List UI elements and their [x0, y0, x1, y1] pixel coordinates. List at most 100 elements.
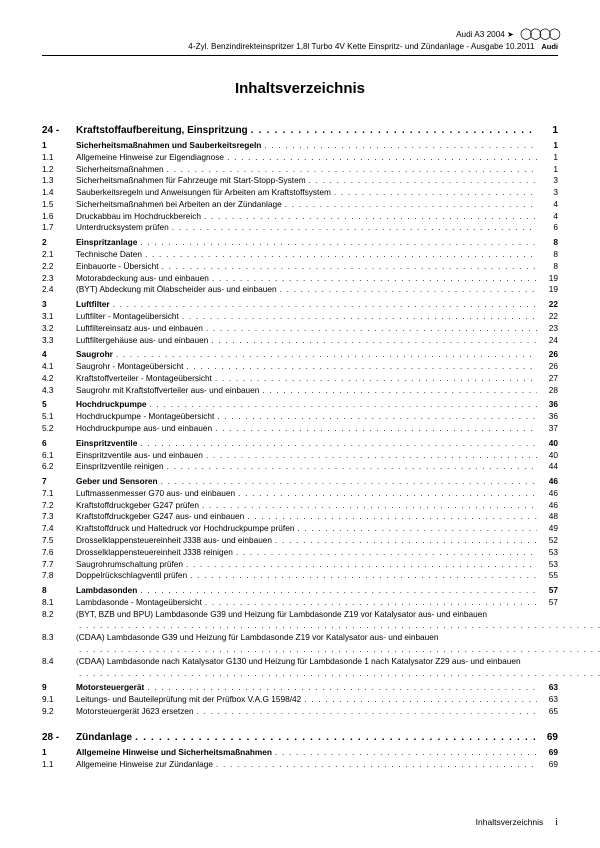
page-footer: Inhaltsverzeichnis i	[476, 817, 558, 828]
toc-row: 1.5Sicherheitsmaßnahmen bei Arbeiten an …	[42, 199, 558, 211]
leader-dots: . . . . . . . . . . . . . . . . . . . . …	[297, 523, 537, 535]
toc-row: 1Sicherheitsmaßnahmen und Sauberkeitsreg…	[42, 140, 558, 152]
toc-row: 7.2Kraftstoffdruckgeber G247 prüfen . . …	[42, 500, 558, 512]
entry-label: Luftmassenmesser G70 aus- und einbauen	[76, 488, 235, 500]
entry-number: 3.2	[42, 323, 76, 335]
entry-page: 46	[540, 500, 558, 512]
entry-label: Saugrohr mit Kraftstoffverteiler aus- un…	[76, 385, 259, 397]
entry-number: 4.3	[42, 385, 76, 397]
leader-dots: . . . . . . . . . . . . . . . . . . . . …	[238, 488, 537, 500]
entry-number: 2.3	[42, 273, 76, 285]
leader-dots: . . . . . . . . . . . . . . . . . . . . …	[167, 164, 537, 176]
entry-label: (CDAA) Lambdasonde G39 und Heizung für L…	[76, 632, 600, 656]
entry-page: 4	[540, 211, 558, 223]
entry-page: 24	[540, 335, 558, 347]
entry-number: 1	[42, 140, 76, 152]
leader-dots: . . . . . . . . . . . . . . . . . . . . …	[186, 361, 537, 373]
entry-label: Hochdruckpumpe	[76, 399, 147, 411]
entry-number: 4.2	[42, 373, 76, 385]
toc-row: 6.1Einspritzventile aus- und einbauen . …	[42, 450, 558, 462]
leader-dots: . . . . . . . . . . . . . . . . . . . . …	[205, 597, 537, 609]
entry-page: 65	[540, 706, 558, 718]
entry-page: 57	[540, 597, 558, 609]
toc-row: 2.3Motorabdeckung aus- und einbauen . . …	[42, 273, 558, 285]
entry-number: 5	[42, 399, 76, 411]
entry-number: 2.1	[42, 249, 76, 261]
chapter-label: Kraftstoffaufbereitung, Einspritzung	[76, 125, 248, 136]
leader-dots: . . . . . . . . . . . . . . . . . . . . …	[140, 237, 537, 249]
entry-number: 1.6	[42, 211, 76, 223]
leader-dots: . . . . . . . . . . . . . . . . . . . . …	[334, 187, 537, 199]
entry-label: Lambdasonde - Montageübersicht	[76, 597, 202, 609]
entry-number: 5.1	[42, 411, 76, 423]
leader-dots: . . . . . . . . . . . . . . . . . . . . …	[216, 759, 537, 771]
toc-row: 3Luftfilter . . . . . . . . . . . . . . …	[42, 299, 558, 311]
entry-number: 6	[42, 438, 76, 450]
entry-label: Kraftstoffdruckgeber G247 prüfen	[76, 500, 199, 512]
entry-label: (CDAA) Lambdasonde nach Katalysator G130…	[76, 656, 600, 680]
toc-row: 2.4(BYT) Abdeckung mit Ölabscheider aus-…	[42, 284, 558, 296]
entry-number: 7.2	[42, 500, 76, 512]
leader-dots: . . . . . . . . . . . . . . . . . . . . …	[150, 399, 537, 411]
footer-page-number: i	[555, 817, 558, 828]
chapter-label: Zündanlage	[76, 732, 132, 743]
leader-dots: . . . . . . . . . . . . . . . . . . . . …	[161, 476, 537, 488]
leader-dots: . . . . . . . . . . . . . . . . . . . . …	[264, 140, 537, 152]
leader-dots: . . . . . . . . . . . . . . . . . . . . …	[167, 461, 537, 473]
entry-number: 6.1	[42, 450, 76, 462]
entry-number: 8	[42, 585, 76, 597]
leader-dots: . . . . . . . . . . . . . . . . . . . . …	[202, 500, 537, 512]
entry-page: 6	[540, 222, 558, 234]
chapter-number: 28 -	[42, 732, 76, 743]
entry-number: 7.1	[42, 488, 76, 500]
entry-label: Kraftstoffdruckgeber G247 aus- und einba…	[76, 511, 244, 523]
entry-page: 27	[540, 373, 558, 385]
toc-row: 8.4(CDAA) Lambdasonde nach Katalysator G…	[42, 656, 558, 680]
entry-label: Sicherheitsmaßnahmen	[76, 164, 164, 176]
toc-row: 9Motorsteuergerät . . . . . . . . . . . …	[42, 682, 558, 694]
toc-row: 7.4Kraftstoffdruck und Haltedruck vor Ho…	[42, 523, 558, 535]
entry-label: Einspritzventile aus- und einbauen	[76, 450, 203, 462]
entry-number: 1.1	[42, 759, 76, 771]
entry-page: 22	[540, 311, 558, 323]
toc-row: 5.2Hochdruckpumpe aus- und einbauen . . …	[42, 423, 558, 435]
entry-page: 28	[540, 385, 558, 397]
leader-dots: . . . . . . . . . . . . . . . . . . . . …	[172, 222, 537, 234]
toc-row: 6Einspritzventile . . . . . . . . . . . …	[42, 438, 558, 450]
entry-page: 8	[540, 237, 558, 249]
toc: 24 -Kraftstoffaufbereitung, Einspritzung…	[42, 125, 558, 770]
entry-page: 57	[540, 585, 558, 597]
toc-row: 7.7Saugrohrumschaltung prüfen . . . . . …	[42, 559, 558, 571]
toc-row: 2.1Technische Daten . . . . . . . . . . …	[42, 249, 558, 261]
entry-number: 4	[42, 349, 76, 361]
leader-dots: . . . . . . . . . . . . . . . . . . . . …	[79, 620, 600, 632]
entry-label: Sicherheitsmaßnahmen für Fahrzeuge mit S…	[76, 175, 306, 187]
toc-row: 8Lambdasonden . . . . . . . . . . . . . …	[42, 585, 558, 597]
entry-label: (BYT, BZB und BPU) Lambdasonde G39 und H…	[76, 609, 600, 633]
entry-number: 3.3	[42, 335, 76, 347]
toc-row: 8.3(CDAA) Lambdasonde G39 und Heizung fü…	[42, 632, 558, 656]
entry-page: 1	[540, 140, 558, 152]
leader-dots: . . . . . . . . . . . . . . . . . . . . …	[135, 732, 537, 743]
entry-label: Leitungs- und Bauteileprüfung mit der Pr…	[76, 694, 301, 706]
entry-page: 69	[540, 747, 558, 759]
entry-page: 63	[540, 682, 558, 694]
leader-dots: . . . . . . . . . . . . . . . . . . . . …	[140, 585, 537, 597]
entry-label: Technische Daten	[76, 249, 142, 261]
entry-page: 46	[540, 488, 558, 500]
entry-page: 22	[540, 299, 558, 311]
entry-page: 19	[540, 273, 558, 285]
leader-dots: . . . . . . . . . . . . . . . . . . . . …	[236, 547, 537, 559]
toc-row: 3.1Luftfilter - Montageübersicht . . . .…	[42, 311, 558, 323]
entry-label: Luftfilter	[76, 299, 110, 311]
entry-number: 2	[42, 237, 76, 249]
entry-page: 48	[540, 511, 558, 523]
entry-label: Sicherheitsmaßnahmen und Sauberkeitsrege…	[76, 140, 261, 152]
entry-number: 8.1	[42, 597, 76, 609]
audi-logo-icon: ◯◯◯◯	[520, 28, 558, 42]
entry-label: Saugrohr - Montageübersicht	[76, 361, 183, 373]
entry-number: 1.7	[42, 222, 76, 234]
entry-label: Luftfilter - Montageübersicht	[76, 311, 179, 323]
toc-row: 4.1Saugrohr - Montageübersicht . . . . .…	[42, 361, 558, 373]
entry-label: Unterdrucksystem prüfen	[76, 222, 169, 234]
